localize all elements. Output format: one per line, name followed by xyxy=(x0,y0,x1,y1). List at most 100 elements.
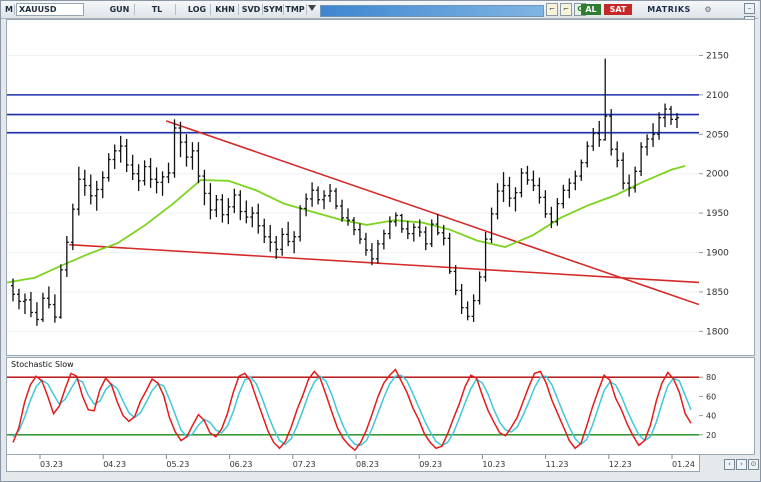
price-bar xyxy=(399,213,404,233)
price-bar xyxy=(11,278,15,302)
price-bar xyxy=(585,141,590,168)
price-bar xyxy=(310,182,315,207)
stochastic-d-line xyxy=(12,374,692,447)
price-bar xyxy=(663,103,668,128)
price-bar xyxy=(525,165,530,185)
price-bar xyxy=(46,286,51,309)
date-tick-label: 11.23 xyxy=(546,460,569,469)
price-bar xyxy=(238,190,243,221)
price-bar xyxy=(519,168,524,198)
price-bar xyxy=(148,157,153,188)
price-bar xyxy=(405,221,410,240)
sym-button[interactable]: SYM xyxy=(263,4,284,15)
stochastic-tick-label: 80 xyxy=(706,373,716,382)
price-bar xyxy=(561,184,566,209)
price-bar xyxy=(172,119,177,178)
date-tick-label: 07.23 xyxy=(293,460,316,469)
stochastic-scale-svg: 20 40 60 80 xyxy=(699,373,716,440)
price-bar xyxy=(22,293,27,315)
price-bar xyxy=(555,198,560,226)
stochastic-k-line xyxy=(12,368,692,452)
price-bar xyxy=(208,183,213,220)
nav-right-icon[interactable]: › xyxy=(736,459,747,470)
price-bar xyxy=(256,203,261,234)
log-button[interactable]: LOG xyxy=(184,4,211,15)
price-bar xyxy=(453,265,458,296)
brand-logo: MATRIKS xyxy=(647,5,691,14)
price-tick-label: 2000 xyxy=(706,170,729,180)
price-bar xyxy=(489,207,494,244)
price-bar xyxy=(375,239,380,264)
price-bar xyxy=(363,232,368,256)
date-axis-svg: 03.23 04.23 05.23 06.23 07.23 08.23 09.23 10.23… xyxy=(39,455,695,469)
symbol-input[interactable]: XAUUSD xyxy=(16,3,84,16)
mode-indicator: M xyxy=(4,4,15,15)
price-bar xyxy=(621,152,626,190)
buy-button[interactable]: AL xyxy=(581,4,601,15)
price-bar xyxy=(58,264,63,319)
price-bar xyxy=(76,166,81,216)
moving-average-line xyxy=(7,164,686,284)
price-bar xyxy=(316,186,321,205)
stochastic-scale-panel: 20 40 60 80 xyxy=(699,357,755,455)
stochastic-panel: Stochastic Slow xyxy=(6,357,700,455)
price-bar xyxy=(609,109,614,156)
price-bar xyxy=(124,139,129,173)
price-bar xyxy=(351,217,356,236)
price-bar xyxy=(112,144,117,169)
price-bar xyxy=(16,288,21,310)
price-bar xyxy=(184,134,189,167)
date-tick-label: 12.23 xyxy=(609,460,632,469)
price-chart-panel xyxy=(6,19,700,356)
price-tick-label: 1800 xyxy=(706,327,729,337)
nav-left-icon[interactable]: ‹ xyxy=(724,459,735,470)
price-bar xyxy=(651,123,656,147)
price-bar xyxy=(483,232,488,282)
date-tick-label: 01.24 xyxy=(672,460,695,469)
price-bar xyxy=(597,120,602,147)
price-bar xyxy=(591,127,596,151)
price-bar xyxy=(471,294,476,322)
sell-button[interactable]: SAT xyxy=(604,4,632,15)
price-tick-label: 2100 xyxy=(706,91,729,101)
svd-button[interactable]: SVD xyxy=(240,4,263,15)
price-bar xyxy=(633,166,638,193)
price-bar xyxy=(250,206,255,228)
price-bar xyxy=(639,142,644,177)
gun-button[interactable]: GUN xyxy=(105,4,135,15)
price-bar xyxy=(82,169,87,196)
minimize-icon[interactable]: – xyxy=(744,3,755,14)
price-bar xyxy=(345,208,350,226)
price-tick-label: 1900 xyxy=(706,249,729,259)
price-bar xyxy=(52,294,57,323)
price-bar xyxy=(645,134,650,156)
price-bar xyxy=(627,174,632,197)
date-tick-label: 09.23 xyxy=(419,460,442,469)
price-chart-svg xyxy=(7,54,699,332)
price-bar xyxy=(579,159,584,181)
alarm-tool-icon[interactable]: ⌐ xyxy=(560,3,572,16)
price-bar xyxy=(268,224,273,252)
price-bar xyxy=(447,232,452,274)
zoom-icon[interactable]: ⊙ xyxy=(748,459,759,470)
stochastic-tick-label: 20 xyxy=(706,431,716,440)
price-bar xyxy=(441,224,446,246)
price-bar xyxy=(280,228,285,256)
price-bar xyxy=(435,213,440,236)
price-bar xyxy=(513,187,518,212)
khn-button[interactable]: KHN xyxy=(212,4,239,15)
price-bar xyxy=(88,174,93,205)
trendline xyxy=(165,120,699,306)
price-tick-label: 1850 xyxy=(706,288,729,298)
price-bar xyxy=(298,205,303,242)
stochastic-tick-label: 40 xyxy=(706,412,716,421)
stochastic-tick-label: 60 xyxy=(706,392,716,401)
tmp-button[interactable]: TMP xyxy=(284,4,307,15)
tl-button[interactable]: TL xyxy=(139,4,176,15)
draw-tool-icon[interactable]: ⌐ xyxy=(546,3,558,16)
chevron-down-icon[interactable] xyxy=(308,5,316,11)
price-bar xyxy=(160,171,165,196)
settings-icon[interactable]: ⚙ xyxy=(704,5,712,14)
price-bar xyxy=(262,218,267,244)
price-bar xyxy=(232,188,237,214)
